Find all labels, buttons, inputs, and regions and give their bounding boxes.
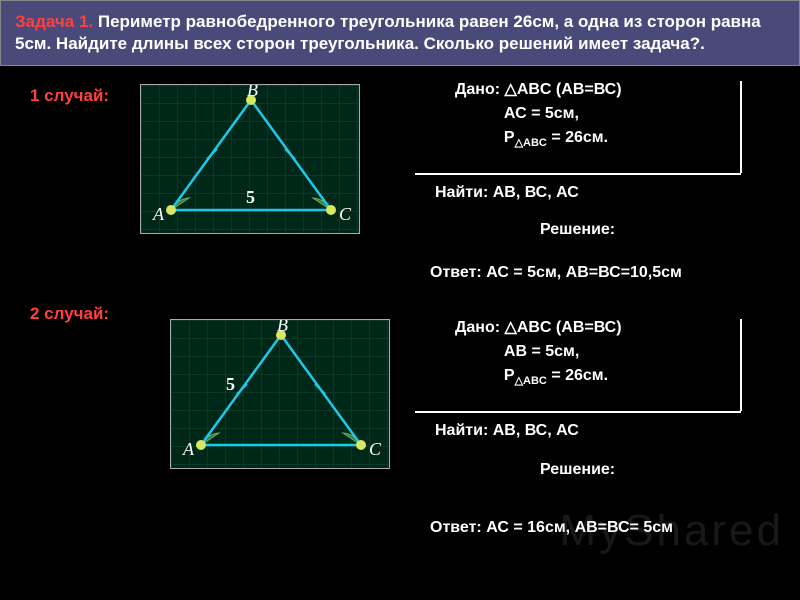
given-p2: Р <box>504 367 515 384</box>
given-line2b: АВ = 5см, <box>504 343 579 360</box>
given-p-val: = 26см. <box>547 129 608 146</box>
watermark: MyShared <box>559 506 784 556</box>
given-hline1 <box>415 173 741 175</box>
vertex-c-dot2 <box>356 440 366 450</box>
label-side5: 5 <box>246 187 255 207</box>
diagram-case2: A B C 5 <box>170 319 390 469</box>
given-sub2: △ABC <box>515 375 547 387</box>
diagram-case1: A B C 5 <box>140 84 360 234</box>
task-number: Задача 1. <box>15 12 93 31</box>
vertex-a-dot <box>166 205 176 215</box>
label-b2: B <box>277 320 288 335</box>
find-block-1: Найти: АВ, ВС, АС <box>435 184 579 202</box>
tick-ab <box>207 149 217 159</box>
given-title: Дано: <box>455 81 505 98</box>
given-line2: АС = 5см, <box>504 105 579 122</box>
triangle1-svg: A B C 5 <box>141 85 361 235</box>
content-area: 1 случай: A B C 5 Дано: △ABC (АВ=ВС) АС … <box>0 66 800 90</box>
label-a2: A <box>182 439 195 459</box>
given-title2: Дано: <box>455 319 505 336</box>
given-block-2: Дано: △ABC (АВ=ВС) АВ = 5см, Р△ABC = 26с… <box>455 316 755 390</box>
tick-bc <box>285 149 295 159</box>
case1-label: 1 случай: <box>30 86 109 106</box>
label-b: B <box>247 85 258 100</box>
find-block-2: Найти: АВ, ВС, АС <box>435 422 579 440</box>
label-a: A <box>152 204 165 224</box>
problem-header: Задача 1. Периметр равнобедренного треуг… <box>0 0 800 66</box>
given-p: Р <box>504 129 515 146</box>
given-triangle2: △ABC (АВ=ВС) <box>505 319 622 336</box>
label-c: C <box>339 204 352 224</box>
answer-1: Ответ: АС = 5см, АВ=ВС=10,5см <box>430 264 682 282</box>
given-hline2 <box>415 411 741 413</box>
vertex-a-dot2 <box>196 440 206 450</box>
case2-label: 2 случай: <box>30 304 109 324</box>
label-c2: C <box>369 439 382 459</box>
solution-label-1: Решение: <box>540 221 615 239</box>
given-triangle: △ABC (АВ=ВС) <box>505 81 622 98</box>
task-body: Периметр равнобедренного треугольника ра… <box>15 12 761 53</box>
tick-bc2 <box>315 384 325 394</box>
problem-text: Задача 1. Периметр равнобедренного треуг… <box>15 11 785 55</box>
given-vline1 <box>740 81 742 173</box>
triangle2-svg: A B C 5 <box>171 320 391 470</box>
label-side5-2: 5 <box>226 374 235 394</box>
given-p-val2: = 26см. <box>547 367 608 384</box>
given-block-1: Дано: △ABC (АВ=ВС) АС = 5см, Р△ABC = 26с… <box>455 78 755 152</box>
given-vline2 <box>740 319 742 411</box>
tick-ab2 <box>237 384 247 394</box>
solution-label-2: Решение: <box>540 461 615 479</box>
given-sub: △ABC <box>515 137 547 149</box>
vertex-c-dot <box>326 205 336 215</box>
